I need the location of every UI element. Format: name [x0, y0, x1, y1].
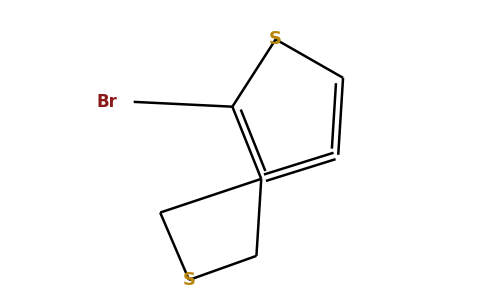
- Text: S: S: [182, 271, 196, 289]
- Text: S: S: [269, 30, 282, 48]
- Text: Br: Br: [97, 93, 118, 111]
